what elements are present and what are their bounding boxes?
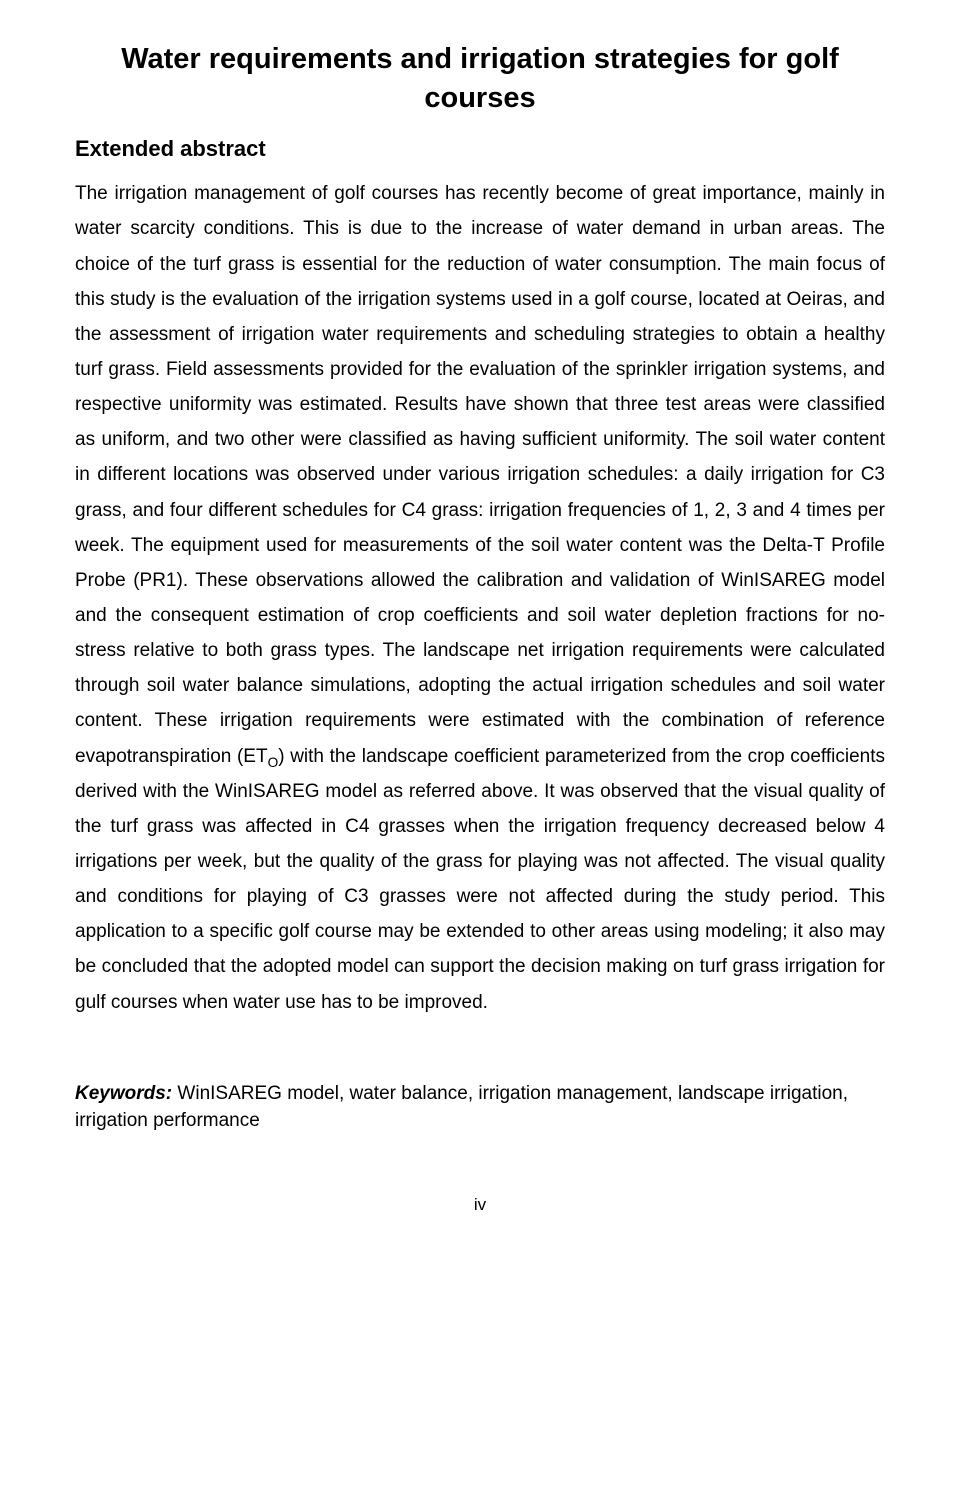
document-title: Water requirements and irrigation strate… <box>75 40 885 118</box>
keywords-label: Keywords: <box>75 1083 172 1104</box>
section-heading: Extended abstract <box>75 136 885 162</box>
abstract-text-part2: ) with the landscape coefficient paramet… <box>75 746 885 1013</box>
keywords-block: Keywords: WinISAREG model, water balance… <box>75 1080 885 1135</box>
keywords-text: WinISAREG model, water balance, irrigati… <box>75 1083 848 1132</box>
abstract-text-part1: The irrigation management of golf course… <box>75 183 885 766</box>
page-number: iv <box>75 1195 885 1215</box>
document-page: Water requirements and irrigation strate… <box>0 0 960 1245</box>
abstract-body: The irrigation management of golf course… <box>75 176 885 1019</box>
et-subscript: O <box>268 754 279 769</box>
